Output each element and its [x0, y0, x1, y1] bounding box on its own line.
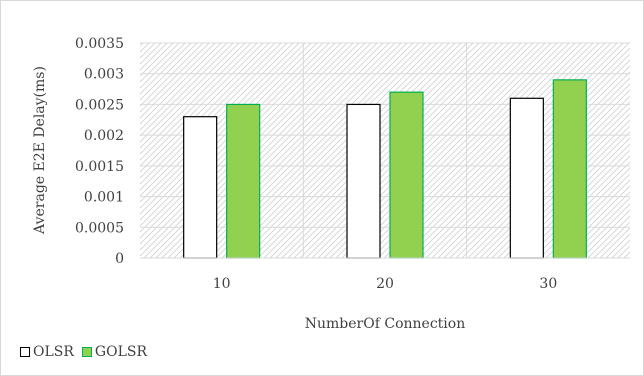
y-tick-label: 0.001: [84, 190, 124, 206]
x-tick-label: 30: [539, 276, 557, 292]
y-tick-label: 0.002: [84, 128, 124, 144]
x-tick-label: 20: [376, 276, 394, 292]
y-tick-label: 0.0025: [75, 97, 124, 113]
legend-label-golsr: GOLSR: [94, 344, 147, 360]
legend-item-olsr: OLSR: [20, 344, 74, 360]
bar-golsr-30: [552, 79, 587, 259]
legend-swatch-olsr: [20, 347, 30, 357]
legend: OLSR GOLSR: [20, 344, 155, 360]
bar-golsr-20: [389, 91, 424, 259]
x-tick-labels: 10 20 30: [213, 276, 557, 292]
legend-swatch-golsr: [81, 347, 92, 357]
gridlines: [140, 42, 630, 258]
legend-item-golsr: GOLSR: [81, 344, 147, 360]
y-axis-title: Average E2E Delay(ms): [32, 66, 48, 235]
bar-olsr-20: [346, 103, 381, 259]
y-tick-label: 0.0035: [75, 36, 124, 52]
legend-label-olsr: OLSR: [33, 344, 74, 360]
bar-olsr-30: [509, 97, 544, 259]
y-tick-label: 0: [115, 251, 124, 267]
bars: [183, 79, 587, 259]
bar-golsr-10: [226, 103, 261, 259]
y-tick-label: 0.003: [84, 67, 124, 83]
x-tick-label: 10: [213, 276, 231, 292]
x-axis-title: NumberOf Connection: [305, 316, 465, 332]
y-tick-label: 0.0005: [75, 220, 124, 236]
bar-olsr-10: [183, 116, 218, 259]
y-tick-labels: 0 0.0005 0.001 0.0015 0.002 0.0025 0.003 0.0035: [75, 36, 124, 267]
y-tick-label: 0.0015: [75, 159, 124, 175]
plot-area: [140, 43, 630, 258]
